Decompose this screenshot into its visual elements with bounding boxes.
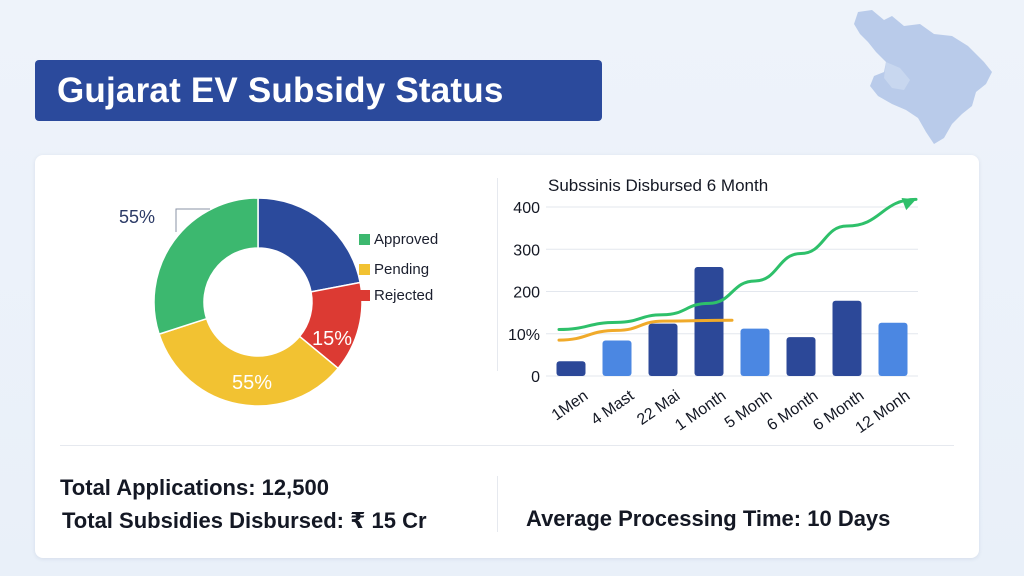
legend-swatch-approved	[359, 234, 370, 245]
bar	[832, 300, 862, 376]
bar	[602, 340, 632, 376]
trend-arrowhead	[901, 198, 916, 211]
legend-swatch-pending	[359, 264, 370, 275]
legend-rejected: Rejected	[359, 287, 433, 304]
data-label-rejected: 15%	[312, 328, 352, 350]
gujarat-map-icon	[854, 10, 992, 144]
y-tick-label: 400	[513, 200, 540, 217]
title-banner: Gujarat EV Subsidy Status	[35, 60, 602, 121]
bar	[878, 322, 908, 376]
donut-slice-approved	[153, 197, 259, 336]
bar	[786, 337, 816, 376]
y-tick-label: 300	[513, 242, 540, 259]
legend-approved: Approved	[359, 231, 438, 248]
x-tick-label: 1Men	[549, 387, 592, 424]
average-processing-time: Average Processing Time: 10 Days	[526, 506, 891, 531]
chart-divider	[497, 178, 498, 371]
y-tick-label: 10%	[508, 327, 540, 344]
series-line-trend	[557, 197, 918, 332]
legend-label-approved: Approved	[374, 231, 439, 248]
section-divider	[60, 445, 954, 446]
bar	[556, 361, 586, 376]
y-tick-label: 200	[513, 285, 540, 302]
total-subsidies-disbursed: Total Subsidies Disbursed: ₹ 15 Cr	[62, 508, 427, 533]
leader-line	[175, 208, 210, 232]
bar	[648, 323, 678, 376]
stats-divider	[497, 476, 498, 532]
series-line-average	[557, 318, 734, 342]
y-tick-label: 0	[531, 369, 540, 386]
data-label-pending: 55%	[232, 372, 272, 394]
legend-label-rejected: Rejected	[374, 287, 434, 304]
legend-pending: Pending	[359, 261, 429, 278]
bar	[740, 328, 770, 376]
x-tick-label: 1 Month	[672, 387, 729, 434]
donut-slice-pending	[158, 317, 340, 407]
data-label-approved: 55%	[119, 207, 155, 227]
x-tick-label: 4 Mast	[588, 387, 638, 429]
legend-label-pending: Pending	[374, 261, 430, 278]
page-title: Gujarat EV Subsidy Status	[57, 70, 504, 110]
legend-swatch-rejected	[359, 290, 370, 301]
bar-chart-title: Subssinis Disbursed 6 Month	[548, 176, 768, 195]
x-tick-label: 6 Month	[764, 387, 821, 434]
total-applications: Total Applications: 12,500	[60, 475, 329, 500]
